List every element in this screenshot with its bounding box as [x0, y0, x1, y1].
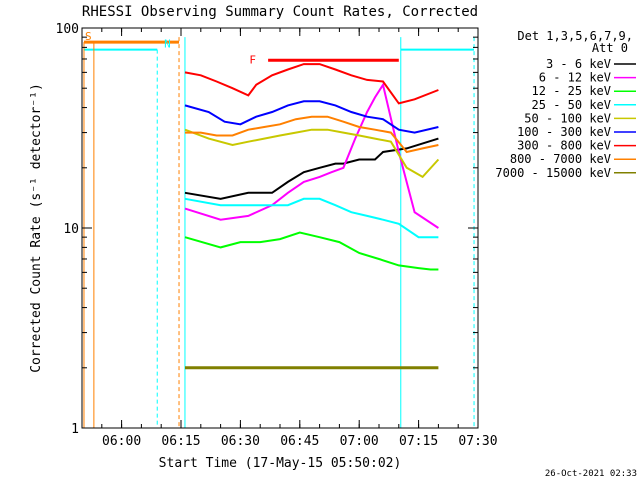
x-tick-label-3: 06:45: [280, 434, 319, 449]
y-tick-label-1: 10: [63, 222, 79, 237]
y-axis-label: Corrected Count Rate (s⁻¹ detector⁻¹): [29, 83, 44, 373]
series-line-0: [184, 137, 439, 200]
x-axis: 06:00 06:15 06:30 06:45 07:00 07:15 07:30: [81, 28, 498, 449]
x-tick-label-5: 07:15: [399, 434, 438, 449]
annotation-0: S: [85, 30, 92, 43]
legend-label-3: 25 - 50 keV: [532, 98, 611, 112]
series-line-7: [185, 115, 439, 154]
x-tick-label-0: 06:00: [102, 434, 141, 449]
legend-label-7: 800 - 7000 keV: [510, 152, 611, 166]
x-tick-label-2: 06:30: [221, 434, 260, 449]
y-tick-label-0: 1: [71, 422, 79, 437]
footer-date: 26-Oct-2021 02:33: [545, 469, 637, 479]
flag-annotations: S N F: [85, 30, 256, 66]
legend-label-4: 50 - 100 keV: [524, 111, 611, 125]
annotation-1: N: [164, 38, 171, 51]
series-line-1: [184, 82, 439, 229]
legend-label-1: 6 - 12 keV: [539, 71, 611, 85]
flag-segments: [83, 37, 475, 428]
legend-label-2: 12 - 25 keV: [532, 84, 611, 98]
legend-label-6: 300 - 800 keV: [517, 139, 611, 153]
legend-label-0: 3 - 6 keV: [546, 57, 611, 71]
series-line-2: [184, 231, 439, 271]
series-line-6: [184, 63, 439, 105]
x-tick-label-4: 07:00: [340, 434, 379, 449]
legend-header-line-2: Att 0: [592, 41, 628, 55]
series-group: [184, 63, 440, 370]
x-tick-label-1: 06:15: [161, 434, 200, 449]
y-axis: 1 10 100: [56, 22, 478, 437]
x-axis-label: Start Time (17-May-15 05:50:02): [159, 456, 402, 471]
legend-label-8: 7000 - 15000 keV: [495, 166, 611, 180]
chart-title: RHESSI Observing Summary Count Rates, Co…: [82, 4, 478, 20]
legend-label-5: 100 - 300 keV: [517, 125, 611, 139]
annotation-2: F: [249, 53, 256, 66]
series-line-3: [184, 197, 439, 239]
legend-header-line-1: Det 1,3,5,6,7,9,: [517, 29, 633, 43]
x-tick-label-6: 07:30: [458, 434, 497, 449]
series-line-4: [184, 128, 440, 179]
series-line-5: [184, 100, 439, 134]
y-tick-label-2: 100: [56, 22, 79, 37]
